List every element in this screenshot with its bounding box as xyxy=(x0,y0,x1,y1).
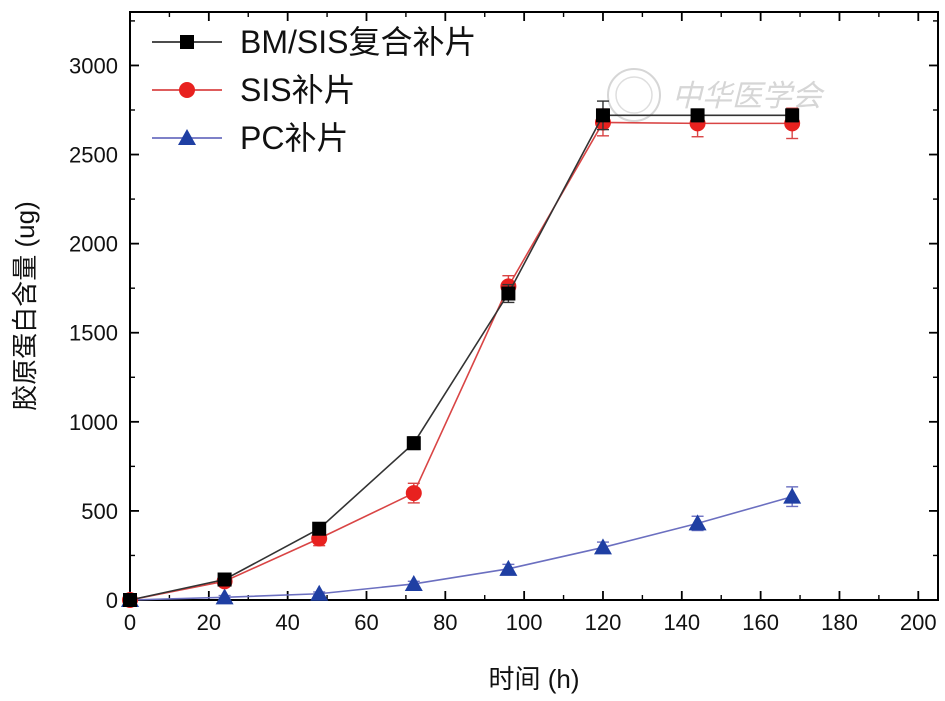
data-point xyxy=(499,559,518,576)
data-point xyxy=(783,487,802,504)
y-tick-label: 2000 xyxy=(69,232,118,257)
data-point xyxy=(312,521,327,536)
legend-marker xyxy=(180,35,194,49)
series-2 xyxy=(121,486,802,607)
y-tick-label: 3000 xyxy=(69,53,118,78)
x-tick-label: 80 xyxy=(433,610,457,635)
data-point xyxy=(215,588,234,605)
data-point xyxy=(688,514,707,531)
legend-label: BM/SIS复合补片 xyxy=(240,24,476,60)
data-point xyxy=(123,593,137,607)
x-tick-label: 120 xyxy=(585,610,622,635)
legend-item-2: PC补片 xyxy=(152,120,348,156)
watermark: 中华医学会 xyxy=(607,68,825,122)
x-axis-title: 时间 (h) xyxy=(488,664,579,694)
y-tick-label: 1500 xyxy=(69,321,118,346)
data-point xyxy=(501,286,516,301)
series-1 xyxy=(122,107,801,608)
legend-item-1: SIS补片 xyxy=(152,72,356,108)
data-point xyxy=(785,108,800,123)
watermark-seal-inner xyxy=(615,76,653,114)
series-line xyxy=(129,114,793,601)
data-point xyxy=(404,574,423,591)
x-tick-label: 160 xyxy=(742,610,779,635)
x-tick-label: 100 xyxy=(506,610,543,635)
data-point xyxy=(406,436,421,451)
y-tick-label: 500 xyxy=(81,499,118,524)
x-tick-label: 180 xyxy=(821,610,858,635)
series-line xyxy=(129,495,793,601)
x-tick-label: 140 xyxy=(663,610,700,635)
x-tick-label: 40 xyxy=(275,610,299,635)
y-tick-label: 1000 xyxy=(69,410,118,435)
x-tick-label: 200 xyxy=(900,610,937,635)
y-tick-label: 2500 xyxy=(69,143,118,168)
legend-label: SIS补片 xyxy=(240,72,356,108)
x-tick-label: 20 xyxy=(197,610,221,635)
series-0 xyxy=(123,100,800,607)
data-point xyxy=(593,538,612,555)
data-point xyxy=(690,108,705,123)
data-point xyxy=(310,584,329,601)
plot-frame xyxy=(129,11,939,601)
series-line xyxy=(129,121,793,601)
legend-label: PC补片 xyxy=(240,120,348,156)
watermark-seal-icon xyxy=(607,68,661,122)
y-axis-title: 胶原蛋白含量 (ug) xyxy=(10,201,40,410)
legend-marker xyxy=(178,129,196,145)
watermark-text: 中华医学会 xyxy=(672,79,825,114)
x-tick-label: 0 xyxy=(124,610,136,635)
y-tick-label: 0 xyxy=(106,588,118,613)
x-tick-label: 60 xyxy=(354,610,378,635)
data-point xyxy=(405,485,422,502)
legend-marker xyxy=(179,82,195,98)
data-point xyxy=(595,108,610,123)
legend-item-0: BM/SIS复合补片 xyxy=(152,24,476,60)
data-point xyxy=(217,572,232,587)
